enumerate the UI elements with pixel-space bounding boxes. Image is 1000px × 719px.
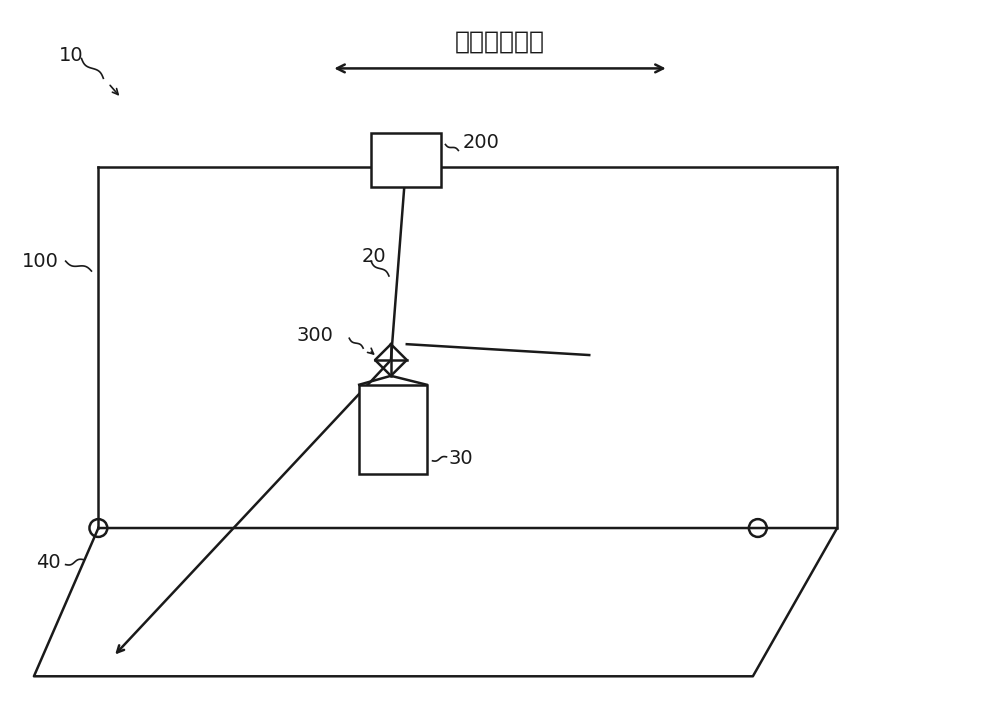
Bar: [371, 133, 441, 187]
Text: 200: 200: [462, 133, 499, 152]
Bar: [359, 385, 427, 474]
Text: 10: 10: [59, 46, 83, 65]
Text: 20: 20: [361, 247, 386, 266]
Text: 30: 30: [448, 449, 473, 468]
Text: 40: 40: [36, 553, 61, 572]
Text: 300: 300: [297, 326, 334, 345]
Text: 小车运动方向: 小车运动方向: [455, 29, 545, 54]
Text: 100: 100: [22, 252, 59, 270]
